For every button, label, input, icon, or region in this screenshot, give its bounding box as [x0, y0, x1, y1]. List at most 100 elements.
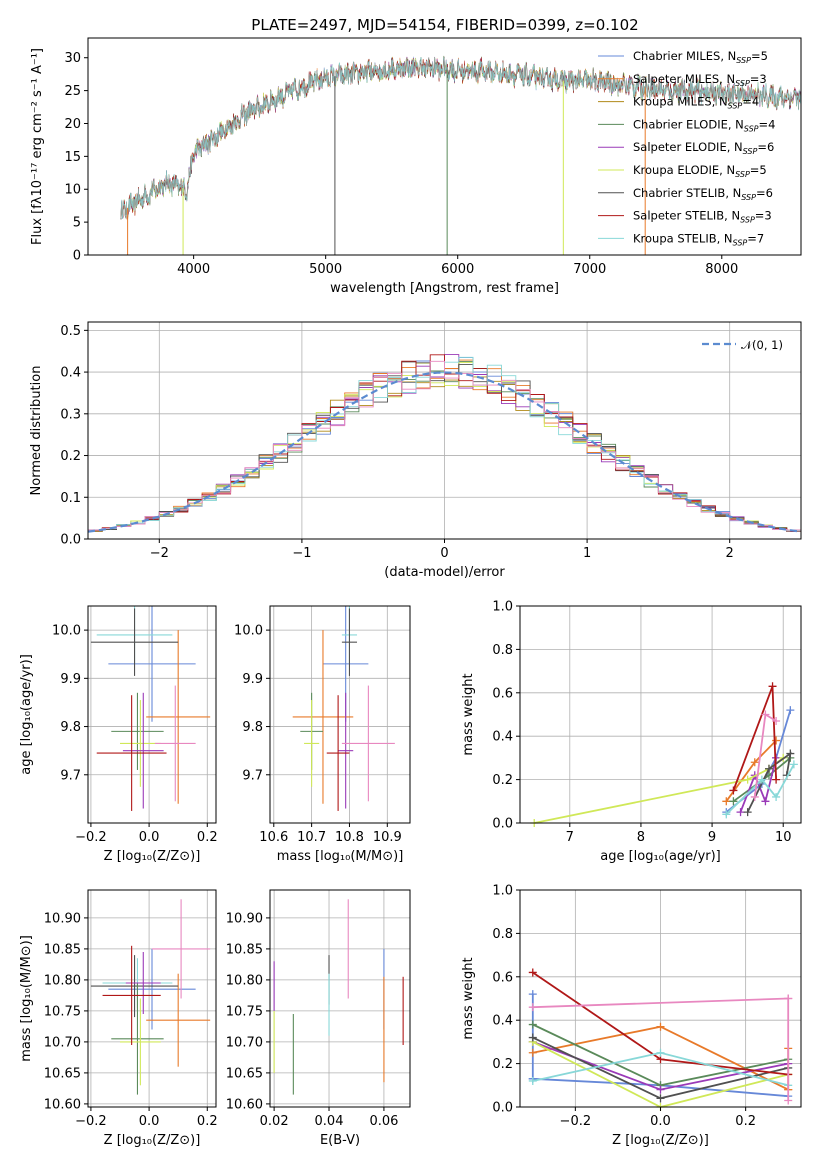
y-tick-label: 0.8 [492, 927, 513, 942]
axes-frame [87, 37, 802, 256]
x-tick-label: 0.04 [315, 1114, 344, 1129]
legend-entry-main: Salpeter STELIB, N [633, 209, 740, 223]
y-tick-label: 10.90 [226, 911, 263, 926]
y-tick-label: 10.85 [226, 942, 263, 957]
legend-entry-sub: SSP [735, 79, 750, 88]
histogram-step [88, 360, 801, 531]
x-tick-label: 7 [566, 830, 574, 845]
legend-entry-end: =5 [751, 49, 768, 63]
weight-marker [656, 1085, 665, 1094]
x-tick-label: 0 [440, 546, 448, 561]
x-tick-label: 0.02 [260, 1114, 289, 1129]
weight-marker [656, 1022, 665, 1031]
x-tick-label: 10.7 [297, 830, 326, 845]
x-tick-label: 8 [637, 830, 645, 845]
y-tick-label: 0.0 [492, 817, 513, 832]
legend-entry-sub: SSP [743, 147, 758, 156]
y-tick-label: 10.0 [52, 624, 81, 639]
weight-marker [789, 760, 798, 769]
x-tick-label: 6000 [441, 262, 474, 277]
x-axis-label: Z [log₁₀(Z/Z⊙)] [612, 1133, 709, 1148]
x-tick-label: 0.0 [139, 1114, 160, 1129]
x-tick-label: 10 [775, 830, 792, 845]
legend-entry-sub: SSP [735, 170, 750, 179]
legend-entry-main: Salpeter MILES, N [633, 72, 735, 86]
legend-entry-end: =4 [742, 95, 759, 109]
weight-marker [528, 1076, 537, 1085]
y-tick-label: 9.9 [242, 672, 263, 687]
axes-frame [87, 889, 217, 1108]
y-tick-label: 9.9 [60, 672, 81, 687]
weight-marker [750, 758, 759, 767]
plot-area [87, 354, 802, 533]
y-tick-label: 10.60 [226, 1097, 263, 1112]
y-tick-label: 5 [73, 216, 81, 231]
legend-entry-main: Kroupa ELODIE, N [633, 163, 735, 177]
y-tick-label: 10.85 [44, 942, 81, 957]
legend-entry: Kroupa STELIB, NSSP=7 [633, 231, 764, 247]
legend-entry: Chabrier MILES, NSSP=5 [633, 49, 768, 65]
x-tick-label: 1 [583, 546, 591, 561]
panel-mass_vs_Z: −0.2 0.0 0.2 10.60 10.65 10.70 10.75 10.80 10.85… [19, 889, 218, 1148]
y-tick-label: 10.70 [44, 1035, 81, 1050]
y-tick-label: 10.80 [226, 973, 263, 988]
legend-entry-main: Salpeter ELODIE, N [633, 140, 743, 154]
y-tick-label: 10.75 [44, 1004, 81, 1019]
y-tick-label: 10.75 [226, 1004, 263, 1019]
x-tick-label: 0.0 [650, 1114, 671, 1129]
legend-entry-main: Kroupa STELIB, N [633, 231, 733, 245]
weight-marker [786, 706, 795, 715]
legend-entry: Chabrier ELODIE, NSSP=4 [633, 117, 775, 133]
panel-age_vs_mass: 10.6 10.7 10.8 10.9 9.7 9.8 9.9 10.0 mass [log₁₀… [234, 605, 411, 864]
x-tick-label: 0.0 [139, 830, 160, 845]
weight-marker [784, 994, 793, 1003]
x-axis-label: mass [log₁₀(M/M⊙)] [277, 849, 404, 864]
y-tick-label: 0.4 [60, 366, 81, 381]
legend-entry: 𝒩(0, 1) [741, 338, 783, 352]
weight-marker [768, 682, 777, 691]
legend-entry-end: =4 [759, 117, 776, 131]
figure-title: PLATE=2497, MJD=54154, FIBERID=0399, z=0… [251, 16, 638, 34]
legend-entry-end: =3 [750, 72, 767, 86]
weight-line [725, 763, 795, 815]
panel-weight_vs_age: 7 8 9 10 0.0 0.2 0.4 0.6 0.8 1.0 age [log₁₀(age/yr… [461, 600, 802, 864]
y-axis-label: Normed distribution [29, 366, 44, 496]
x-tick-label: −0.2 [75, 1114, 107, 1129]
panel-spectrum: 4000 5000 6000 7000 8000 0 5 10 15 20 25 30 waveleng… [30, 37, 802, 296]
axes-frame [269, 889, 411, 1108]
x-tick-label: 0.06 [369, 1114, 398, 1129]
panel-weight_vs_Z: −0.2 0.0 0.2 0.0 0.2 0.4 0.6 0.8 1.0 Z [log₁₀(Z/Z… [461, 884, 802, 1148]
legend-entry-main: Chabrier STELIB, N [633, 186, 741, 200]
weight-marker [764, 764, 773, 773]
axes-frame [519, 605, 802, 824]
legend-entry: Chabrier STELIB, NSSP=6 [633, 186, 773, 202]
legend-entry-sub: SSP [740, 216, 755, 225]
legend-entry-sub: SSP [728, 102, 743, 111]
x-axis-label: age [log₁₀(age/yr)] [600, 849, 721, 864]
plot-area [292, 606, 395, 811]
weight-line [532, 997, 789, 1009]
y-tick-label: 0.8 [492, 643, 513, 658]
weight-marker [757, 775, 766, 784]
weight-marker [772, 717, 781, 726]
y-tick-label: 10.65 [44, 1066, 81, 1081]
x-tick-label: 10.9 [373, 830, 402, 845]
y-tick-label: 10.60 [44, 1097, 81, 1112]
weight-marker [528, 1048, 537, 1057]
plot-area [530, 682, 798, 827]
legend-entry-main: Kroupa MILES, N [633, 95, 728, 109]
plot-area [528, 968, 793, 1111]
weight-marker [772, 792, 781, 801]
x-tick-label: −2 [150, 546, 169, 561]
y-tick-label: 10.0 [234, 624, 263, 639]
y-tick-label: 0.5 [60, 324, 81, 339]
y-tick-label: 0.2 [492, 1057, 513, 1072]
y-tick-label: 0.6 [492, 970, 513, 985]
legend-entry-end: =7 [747, 231, 764, 245]
y-tick-label: 0 [73, 249, 81, 264]
y-tick-label: 0.0 [492, 1101, 513, 1116]
y-axis-label: mass weight [461, 957, 476, 1039]
x-axis-label: (data-model)/error [384, 565, 505, 580]
plot-area [120, 55, 801, 255]
weight-marker [772, 736, 781, 745]
